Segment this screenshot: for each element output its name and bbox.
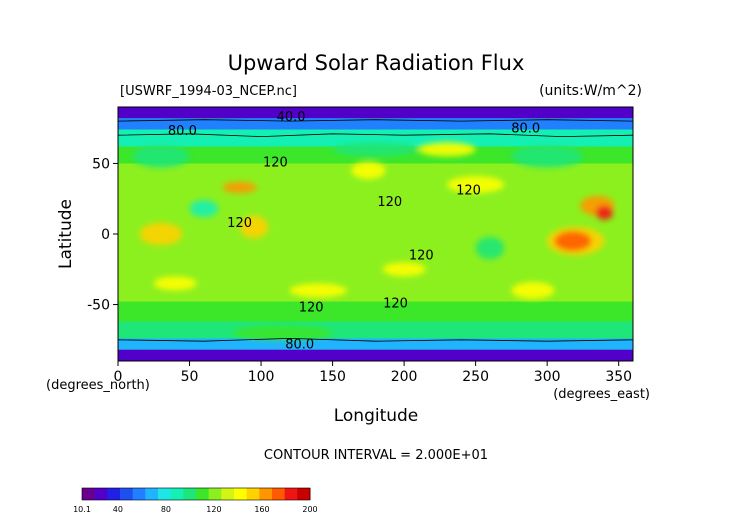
colorbar-swatch: [234, 488, 248, 500]
latitude-band: [118, 118, 633, 130]
colorbar-swatch: [170, 488, 184, 500]
latitude-band: [118, 338, 633, 350]
x-axis: 0 50 100 150 200 250 300 350: [114, 361, 632, 385]
colorbar-swatch: [196, 488, 210, 500]
y-axis: -50 0 50: [87, 156, 118, 314]
colorbar-label: 200: [302, 505, 317, 514]
flux-region: [595, 205, 613, 220]
latitude-band: [118, 301, 633, 322]
units-label: (units:W/m^2): [539, 83, 642, 99]
colorbar-swatch: [284, 488, 298, 500]
flux-region: [232, 325, 333, 340]
colorbar-label: 80: [161, 505, 171, 514]
latitude-bands: [118, 107, 633, 361]
flux-region: [382, 262, 426, 277]
flux-region: [351, 162, 386, 179]
chart-title: Upward Solar Radiation Flux: [228, 51, 525, 75]
latitude-band: [118, 129, 633, 147]
plot-area: 40.0 80.0 80.0 120 120 120 120 120 120 120 80.0: [118, 107, 633, 361]
x-tick-label: 300: [534, 369, 561, 385]
latitude-band: [118, 349, 633, 361]
contour-label: 120: [227, 216, 252, 231]
contour-label: 120: [456, 183, 481, 198]
colorbar-swatch: [132, 488, 146, 500]
contour-label: 40.0: [277, 110, 306, 125]
flux-region: [239, 215, 269, 239]
flux-region: [153, 276, 197, 291]
latitude-band: [118, 107, 633, 119]
colorbar-swatch: [120, 488, 134, 500]
colorbar-label: 120: [206, 505, 221, 514]
colorbar-swatch: [272, 488, 286, 500]
contour-label: 120: [299, 301, 324, 316]
contour-line: [118, 337, 633, 342]
contour-interval-text: CONTOUR INTERVAL = 2.000E+01: [264, 448, 488, 463]
contour-label: 120: [409, 248, 434, 263]
x-tick-label: 250: [462, 369, 489, 385]
flux-region: [139, 222, 183, 246]
colorbar-swatch: [246, 488, 260, 500]
colorbar-swatch: [107, 488, 121, 500]
x-tick-label: 200: [391, 369, 418, 385]
colorbar-swatch: [297, 488, 311, 500]
x-tick-label: 0: [114, 369, 123, 385]
flux-region: [222, 181, 257, 194]
contour-label: 80.0: [168, 124, 197, 139]
colorbar-swatch: [94, 488, 108, 500]
colorbar-label: 10.1: [73, 505, 91, 514]
y-tick-label: 0: [101, 227, 110, 243]
contour-line: [118, 133, 633, 138]
colorbar-swatch: [208, 488, 222, 500]
colorbar-swatch: [221, 488, 235, 500]
flux-region: [418, 142, 476, 157]
colorbar-label: 160: [254, 505, 269, 514]
contour-lines: [118, 119, 633, 342]
flux-region: [332, 142, 419, 157]
x-tick-label: 350: [605, 369, 632, 385]
y-tick-label: 50: [92, 156, 110, 172]
y-unit-note: (degrees_north): [46, 378, 150, 393]
x-axis-label: Longitude: [334, 406, 419, 426]
flux-region: [189, 200, 219, 218]
x-tick-label: 50: [181, 369, 199, 385]
colorbar-swatch: [183, 488, 197, 500]
flux-region: [511, 281, 555, 299]
colorbar-swatch: [82, 488, 96, 500]
x-unit-note: (degrees_east): [553, 387, 650, 402]
flux-region: [447, 176, 505, 194]
contour-label: 120: [263, 155, 288, 170]
flux-region: [554, 231, 592, 251]
colorbar-swatch: [158, 488, 172, 500]
file-label: [USWRF_1994-03_NCEP.nc]: [120, 84, 297, 99]
x-tick-label: 100: [248, 369, 275, 385]
colorbar-swatch: [145, 488, 159, 500]
contour-label: 120: [377, 195, 402, 210]
contour-label: 80.0: [511, 121, 540, 136]
flux-regions: [132, 142, 615, 340]
contour-line: [118, 119, 633, 122]
colorbar: [81, 487, 311, 501]
colorbar-label: 40: [113, 505, 123, 514]
y-axis-label: Latitude: [56, 199, 76, 269]
colorbar-swatch: [259, 488, 273, 500]
flux-region: [511, 145, 583, 168]
flux-region: [132, 145, 190, 168]
contour-label: 80.0: [285, 337, 314, 352]
contour-label: 120: [383, 296, 408, 311]
latitude-band: [118, 163, 633, 302]
flux-region: [475, 236, 505, 260]
flux-region: [289, 283, 347, 298]
colorbar-frame: [81, 487, 311, 501]
x-tick-label: 150: [319, 369, 346, 385]
latitude-band: [118, 321, 633, 339]
colorbar-labels: 10.1 40 80 120 160 200: [73, 505, 318, 514]
contour-labels: 40.0 80.0 80.0 120 120 120 120 120 120 120 80.0: [168, 110, 540, 352]
y-tick-label: -50: [87, 298, 110, 314]
